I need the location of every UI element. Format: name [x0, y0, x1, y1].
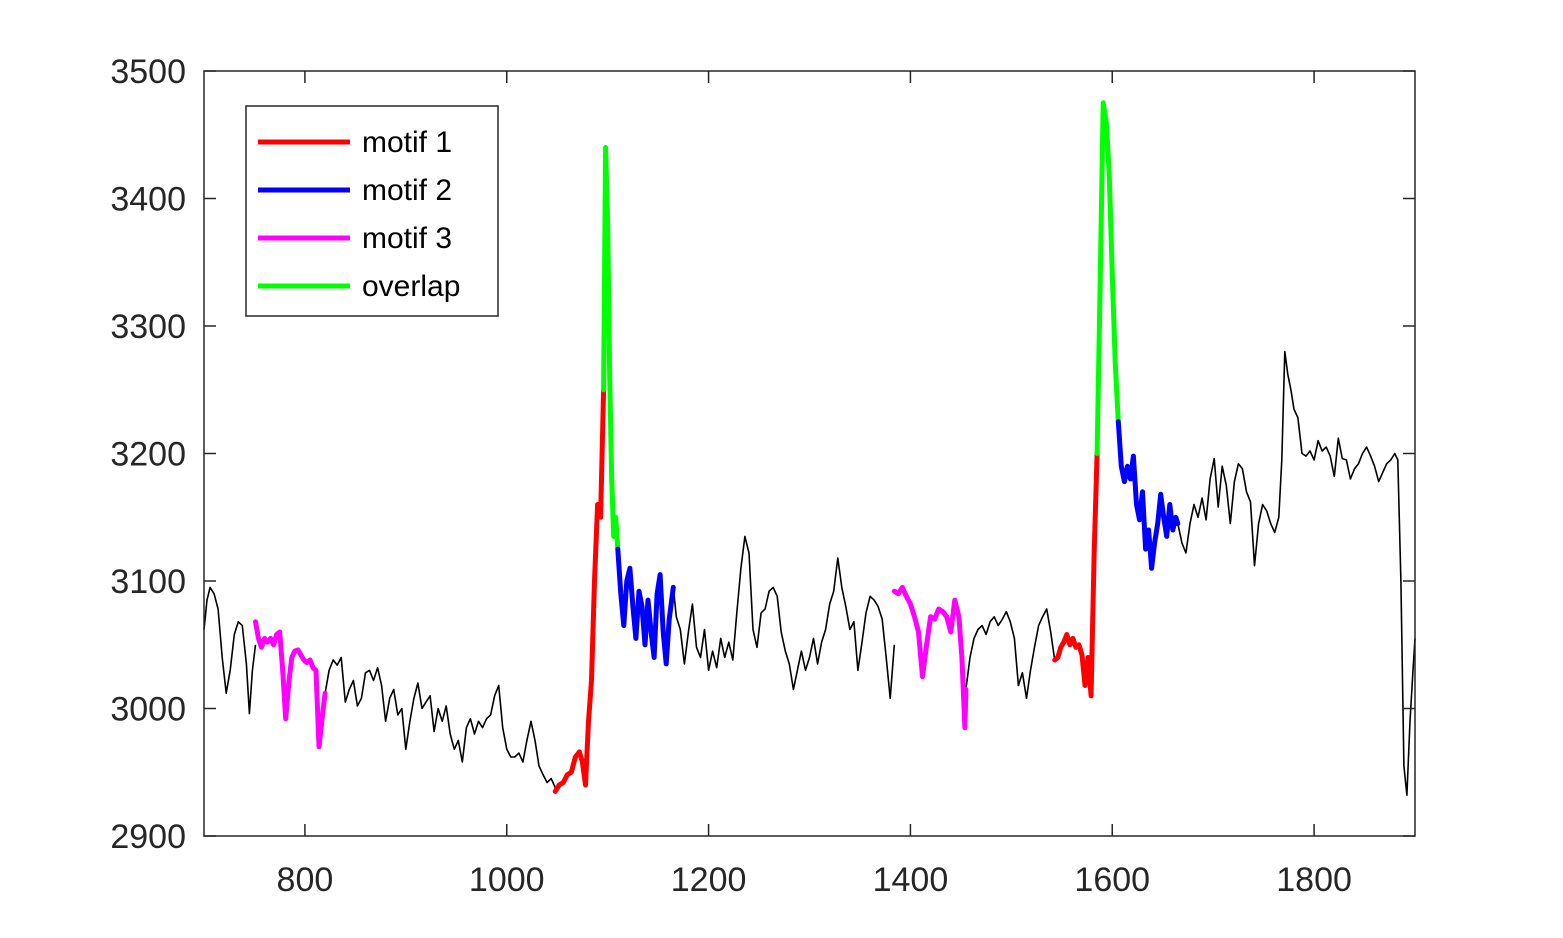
- x-tick-label: 1600: [1074, 861, 1150, 899]
- x-tick-label: 1400: [873, 861, 949, 899]
- series-layer: [203, 100, 1416, 796]
- y-tick-label: 3300: [110, 308, 186, 346]
- motif-2-segment-8: [1115, 419, 1181, 571]
- legend-label: motif 1: [362, 126, 452, 159]
- legend-label: motif 3: [362, 222, 452, 255]
- base-series-line-1: [203, 586, 257, 715]
- base-series-line-4: [965, 608, 1056, 700]
- base-series-line-2: [324, 656, 556, 788]
- motif-1-segment-2: [552, 387, 607, 794]
- motif-2-segment-4: [615, 546, 676, 667]
- x-tick-label: 800: [277, 861, 334, 899]
- overlap-segment-7: [1094, 100, 1121, 456]
- motif-3-segment-5: [891, 584, 969, 731]
- motif-1-segment-6: [1052, 451, 1100, 699]
- x-tick-label: 1200: [671, 861, 747, 899]
- legend-label: motif 2: [362, 174, 452, 207]
- y-tick-label: 2900: [110, 818, 186, 856]
- legend: motif 1 motif 2 motif 3 overlap: [245, 105, 499, 317]
- x-tick-label: 1800: [1276, 861, 1352, 899]
- y-tick-label: 3000: [110, 691, 186, 729]
- motif-3-segment-1: [253, 619, 328, 750]
- y-tick-label: 3400: [110, 181, 186, 219]
- ticks-layer: 800 1000 1200 1400 1600 1800 2900 3000 3100 3200 3…: [110, 53, 1415, 899]
- base-series-line-5: [1177, 350, 1416, 796]
- y-tick-label: 3200: [110, 436, 186, 474]
- legend-label: overlap: [362, 270, 460, 303]
- base-series-line-3: [672, 535, 896, 700]
- x-tick-label: 1000: [469, 861, 545, 899]
- y-tick-label: 3500: [110, 53, 186, 91]
- y-tick-label: 3100: [110, 563, 186, 601]
- overlap-segment-3: [601, 145, 621, 552]
